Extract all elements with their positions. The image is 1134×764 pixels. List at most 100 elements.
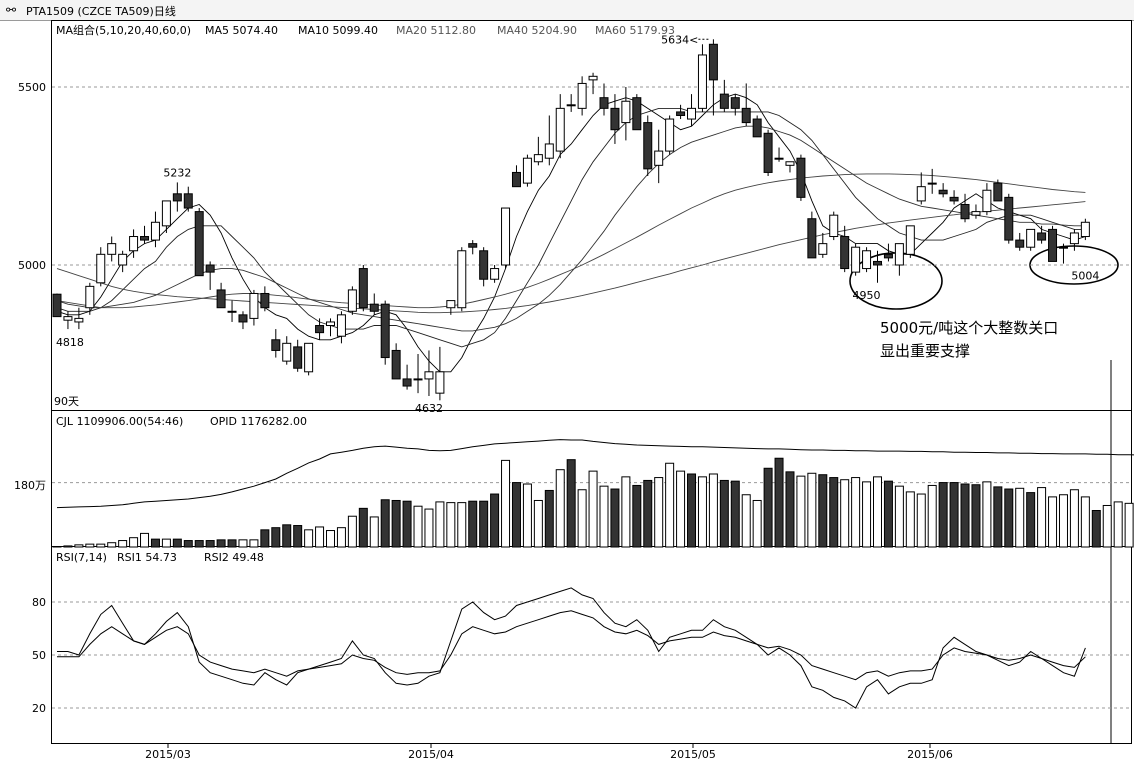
volume-bar: [435, 501, 445, 548]
candle-down: [763, 132, 773, 173]
volume-bar: [1026, 492, 1036, 548]
volume-bar: [1113, 501, 1123, 548]
volume-bar: [982, 481, 992, 548]
volume-bar: [643, 479, 653, 548]
volume-bar: [676, 470, 686, 548]
volume-bar: [107, 542, 117, 548]
volume-bar: [183, 540, 193, 548]
cjl-legend: CJL 1109906.00(54:46): [56, 415, 183, 428]
candle-down: [391, 349, 401, 380]
volume-bar: [413, 505, 423, 548]
volume-bar: [577, 489, 587, 548]
candle-up: [927, 182, 937, 185]
candle-down: [752, 118, 762, 138]
candle-up: [621, 100, 631, 124]
candle-down: [949, 196, 959, 202]
volume-bar: [1048, 496, 1058, 548]
candle-down: [468, 243, 478, 248]
volume-bar: [172, 538, 182, 548]
volume-bar: [544, 489, 554, 548]
candle-up: [501, 207, 511, 266]
candle-down: [216, 289, 226, 309]
opid-line: [56, 439, 1134, 509]
volume-bar: [216, 539, 226, 548]
volume-bar: [479, 500, 489, 548]
volume-bar: [566, 459, 576, 548]
low-label: 5004: [1071, 270, 1099, 283]
volume-bar: [457, 502, 467, 548]
candle-down: [1004, 196, 1014, 241]
volume-bar: [347, 515, 357, 548]
volume-bar: [840, 479, 850, 548]
candle-down: [599, 97, 609, 109]
price-y-tick: 5500: [18, 81, 46, 94]
volume-bar: [501, 459, 511, 548]
volume-bar: [63, 545, 73, 548]
candle-up: [413, 378, 423, 381]
volume-y-tick: 180万: [14, 479, 46, 492]
volume-bar: [960, 483, 970, 548]
ma-line-ma60: [56, 201, 1086, 314]
volume-bar: [118, 540, 128, 548]
rsi-line-rsi2: [57, 610, 1086, 681]
period-label: 90天: [54, 395, 79, 408]
candle-up: [96, 253, 106, 284]
volume-bar: [522, 483, 532, 548]
volume-bar: [719, 479, 729, 548]
candle-up: [555, 107, 565, 152]
candle-up: [150, 221, 160, 241]
ma40-legend: MA40 5204.90: [497, 24, 577, 37]
candle-down: [1037, 232, 1047, 241]
volume-bar: [161, 538, 171, 548]
volume-bar: [971, 484, 981, 548]
candle-down: [938, 189, 948, 195]
volume-bar: [927, 484, 937, 548]
candle-down: [676, 111, 686, 116]
volume-bar: [862, 481, 872, 548]
candle-down: [271, 339, 281, 351]
rsi-y-tick: 20: [32, 702, 46, 715]
candle-up: [522, 157, 532, 184]
candle-up: [697, 54, 707, 109]
candle-up: [347, 289, 357, 312]
volume-bar: [96, 543, 106, 548]
volume-bar: [807, 472, 817, 548]
volume-bar: [687, 473, 697, 548]
candle-down: [719, 93, 729, 109]
ma-line-ma20: [56, 125, 1086, 332]
candle-up: [566, 104, 576, 107]
candle-down: [511, 171, 521, 188]
volume-bar: [894, 485, 904, 548]
volume-bar: [905, 491, 915, 548]
candle-down: [883, 253, 893, 259]
candle-down: [1015, 239, 1025, 248]
low-label: 4818: [56, 336, 84, 349]
volume-bar: [555, 469, 565, 548]
candle-down: [402, 378, 412, 387]
volume-bar: [829, 477, 839, 548]
candle-down: [708, 43, 718, 81]
candle-up: [1080, 221, 1090, 238]
candle-down: [380, 303, 390, 359]
candle-up: [249, 292, 259, 319]
volume-bar: [588, 470, 598, 548]
candle-up: [326, 321, 335, 327]
candle-down: [873, 260, 882, 266]
candle-down: [358, 268, 368, 309]
volume-bar: [205, 540, 215, 548]
candle-up: [1058, 246, 1068, 249]
price-y-tick: 5000: [18, 259, 46, 272]
candle-down: [632, 97, 642, 131]
chart-area: MA组合(5,10,20,40,60,0) MA5 5074.40 MA10 5…: [14, 20, 1134, 761]
candle-up: [905, 225, 915, 255]
candle-up: [304, 342, 314, 373]
candle-up: [457, 250, 467, 309]
ma10-legend: MA10 5099.40: [298, 24, 378, 37]
candle-down: [643, 122, 653, 170]
volume-bar: [708, 473, 718, 548]
rsi-panel-frame: [51, 546, 1132, 744]
volume-bar: [654, 477, 664, 548]
volume-bar: [129, 537, 139, 548]
volume-bar: [402, 500, 412, 548]
candle-down: [960, 203, 970, 220]
